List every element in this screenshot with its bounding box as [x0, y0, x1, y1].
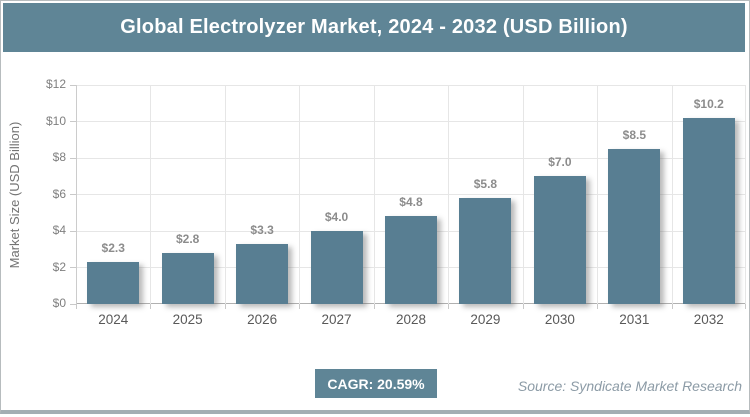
cagr-badge: CAGR: 20.59%: [315, 369, 437, 398]
x-axis-label-2028: 2028: [395, 312, 426, 327]
gridline-v-3: [299, 85, 301, 304]
bar-value-label-2026: $3.3: [250, 222, 274, 237]
gridline-v-2: [224, 85, 226, 304]
y-axis-title: Market Size (USD Billion): [7, 121, 22, 269]
gridline-v-5: [448, 85, 450, 304]
gridline-v-1: [150, 85, 152, 304]
bar-value-label-2024: $2.3: [101, 241, 125, 256]
y-tick-label-2: $2: [52, 259, 66, 274]
x-axis-label-2032: 2032: [693, 312, 724, 327]
y-tick-mark-8: [70, 157, 76, 159]
y-tick-label-10: $10: [45, 113, 66, 128]
bar-value-label-2032: $10.2: [693, 96, 724, 111]
x-axis-label-2024: 2024: [98, 312, 129, 327]
bar-value-label-2027: $4.0: [324, 210, 349, 224]
x-tick-mark-7: [597, 304, 599, 309]
y-tick-label-0: $0: [52, 296, 66, 310]
y-tick-mark-2: [70, 267, 76, 268]
bar-value-label-2028: $4.8: [399, 195, 423, 210]
x-tick-mark-3: [299, 304, 301, 309]
x-tick-mark-5: [448, 304, 450, 309]
bar-2032: [682, 117, 735, 304]
bar-2028: [385, 216, 437, 304]
gridline-h-8: [76, 157, 746, 159]
bar-value-label-2031: $8.5: [622, 127, 646, 142]
x-tick-mark-9: [745, 304, 746, 309]
gridline-v-9: [745, 85, 746, 304]
y-tick-label-8: $8: [52, 150, 66, 164]
bar-value-label-2025: $2.8: [175, 231, 200, 246]
x-axis-label-2027: 2027: [321, 312, 352, 327]
x-tick-mark-6: [522, 304, 524, 309]
gridline-v-7: [597, 85, 599, 304]
x-tick-mark-2: [224, 304, 226, 309]
gridline-h-10: [76, 121, 746, 122]
gridline-v-0: [76, 85, 77, 304]
y-tick-mark-12: [70, 84, 76, 86]
x-axis-label-2029: 2029: [470, 312, 501, 327]
y-tick-mark-0: [70, 303, 76, 305]
bar-2024: [87, 262, 140, 304]
x-tick-mark-1: [150, 304, 152, 309]
gridline-h-12: [76, 84, 746, 86]
y-tick-mark-4: [70, 230, 76, 232]
chart-title: Global Electrolyzer Market, 2024 - 2032 …: [120, 16, 628, 38]
y-tick-label-4: $4: [52, 223, 66, 237]
x-tick-mark-8: [671, 304, 673, 309]
x-axis-label-2031: 2031: [619, 312, 650, 327]
x-axis-label-2025: 2025: [172, 312, 203, 327]
bar-2030: [533, 176, 586, 304]
bar-value-label-2029: $5.8: [473, 177, 498, 192]
x-axis-label-2026: 2026: [247, 312, 278, 327]
gridline-h-6: [76, 194, 746, 195]
bar-value-label-2030: $7.0: [548, 155, 572, 170]
y-tick-label-6: $6: [52, 186, 66, 201]
x-tick-mark-0: [76, 304, 77, 309]
bar-2026: [236, 243, 289, 304]
bar-2031: [608, 148, 661, 304]
x-axis-label-2030: 2030: [544, 312, 575, 327]
plot-area: $0 $2 $4 $6 $8 $10 $12 $2.3 2024 $2.8 2025 $3.3 2026…: [46, 77, 746, 327]
bar-2025: [161, 252, 214, 304]
bar-2027: [310, 231, 363, 304]
gridline-v-6: [522, 85, 524, 304]
source-attribution: Source: Syndicate Market Research: [517, 378, 742, 394]
gridline-v-4: [373, 85, 375, 304]
y-tick-mark-6: [70, 194, 76, 195]
y-tick-mark-10: [70, 121, 76, 122]
y-tick-label-12: $12: [45, 77, 66, 91]
chart-header: Global Electrolyzer Market, 2024 - 2032 …: [3, 3, 745, 52]
gridline-v-8: [671, 85, 673, 304]
bar-2029: [459, 198, 512, 304]
cagr-label: CAGR: 20.59%: [327, 375, 425, 392]
x-tick-mark-4: [373, 304, 375, 309]
